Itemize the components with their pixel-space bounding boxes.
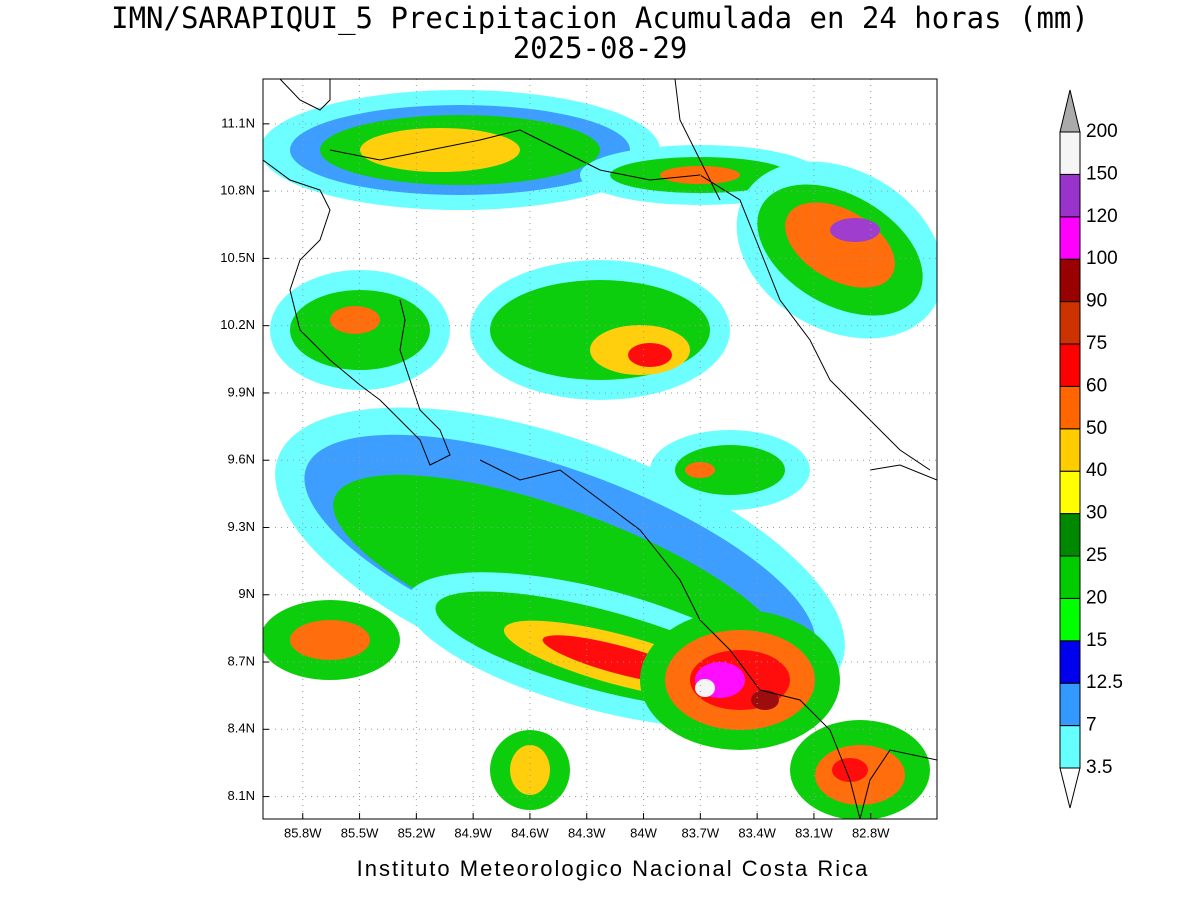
precip-field bbox=[263, 79, 937, 819]
y-tick-label: 9.9N bbox=[228, 384, 255, 399]
x-tick-label: 84.3W bbox=[568, 825, 606, 840]
colorbar-label: 60 bbox=[1086, 375, 1107, 396]
colorbar-over bbox=[1059, 89, 1081, 133]
colorbar-label: 75 bbox=[1086, 333, 1107, 354]
x-tick-label: 83.4W bbox=[738, 825, 776, 840]
colorbar-box bbox=[1059, 428, 1081, 472]
x-tick-label: 85.2W bbox=[398, 825, 436, 840]
colorbar-box bbox=[1059, 343, 1081, 387]
colorbar-label: 3.5 bbox=[1086, 757, 1112, 778]
colorbar-label: 150 bbox=[1086, 163, 1118, 184]
x-tick-label: 82.8W bbox=[852, 825, 890, 840]
colorbar-label: 50 bbox=[1086, 418, 1107, 439]
colorbar-label: 200 bbox=[1086, 121, 1118, 142]
colorbar-label: 12.5 bbox=[1086, 672, 1123, 693]
y-tick-label: 11.1N bbox=[221, 115, 255, 130]
colorbar: 3.5 7 12.5 15 20 25 30 40 50 60 75 90 100 120 150 200 bbox=[1059, 89, 1123, 809]
colorbar-box bbox=[1059, 173, 1081, 218]
colorbar-label: 7 bbox=[1086, 715, 1097, 736]
y-tick-label: 9.3N bbox=[228, 519, 255, 534]
y-tick-label: 10.2N bbox=[220, 317, 255, 332]
x-tick-label: 84.9W bbox=[454, 825, 492, 840]
y-tick-label: 9N bbox=[238, 586, 255, 601]
colorbar-box bbox=[1059, 682, 1081, 727]
colorbar-label: 25 bbox=[1086, 545, 1107, 566]
colorbar-box bbox=[1059, 640, 1081, 684]
colorbar-box bbox=[1059, 725, 1081, 769]
colorbar-box bbox=[1059, 216, 1081, 260]
y-tick-label: 9.6N bbox=[228, 452, 255, 467]
colorbar-box bbox=[1059, 131, 1081, 175]
colorbar-box bbox=[1059, 597, 1081, 642]
x-tick-label: 85.8W bbox=[284, 825, 322, 840]
y-tick-label: 8.7N bbox=[228, 653, 255, 668]
x-tick-label: 84.6W bbox=[511, 825, 549, 840]
colorbar-label: 100 bbox=[1086, 248, 1118, 269]
colorbar-box bbox=[1059, 555, 1081, 599]
x-tick-label: 83.7W bbox=[682, 825, 720, 840]
colorbar-label: 15 bbox=[1086, 630, 1107, 651]
colorbar-box bbox=[1059, 385, 1081, 430]
colorbar-label: 20 bbox=[1086, 587, 1107, 608]
y-tick-label: 8.4N bbox=[228, 721, 255, 736]
colorbar-label: 40 bbox=[1086, 460, 1107, 481]
x-tick-label: 85.5W bbox=[341, 825, 379, 840]
colorbar-box bbox=[1059, 513, 1081, 557]
colorbar-under bbox=[1059, 767, 1081, 809]
y-tick-label: 10.8N bbox=[220, 183, 255, 198]
title: IMN/SARAPIQUI_5 Precipitacion Acumulada … bbox=[111, 1, 1089, 36]
footer: Instituto Meteorologico Nacional Costa R… bbox=[357, 856, 870, 881]
colorbar-box bbox=[1059, 301, 1081, 345]
x-tick-label: 83.1W bbox=[795, 825, 833, 840]
date: 2025-08-29 bbox=[513, 31, 688, 65]
colorbar-box bbox=[1059, 470, 1081, 515]
colorbar-box bbox=[1059, 258, 1081, 303]
colorbar-label: 120 bbox=[1086, 206, 1118, 227]
x-tick-label: 84W bbox=[630, 825, 657, 840]
map-frame bbox=[262, 78, 938, 820]
graticule: 85.8W 85.5W 85.2W 84.9W 84.6W 84.3W 84W 83.7W 83… bbox=[220, 79, 937, 840]
colorbar-label: 90 bbox=[1086, 291, 1107, 312]
y-tick-label: 10.5N bbox=[220, 250, 255, 265]
y-tick-label: 8.1N bbox=[228, 788, 255, 803]
colorbar-label: 30 bbox=[1086, 503, 1107, 524]
